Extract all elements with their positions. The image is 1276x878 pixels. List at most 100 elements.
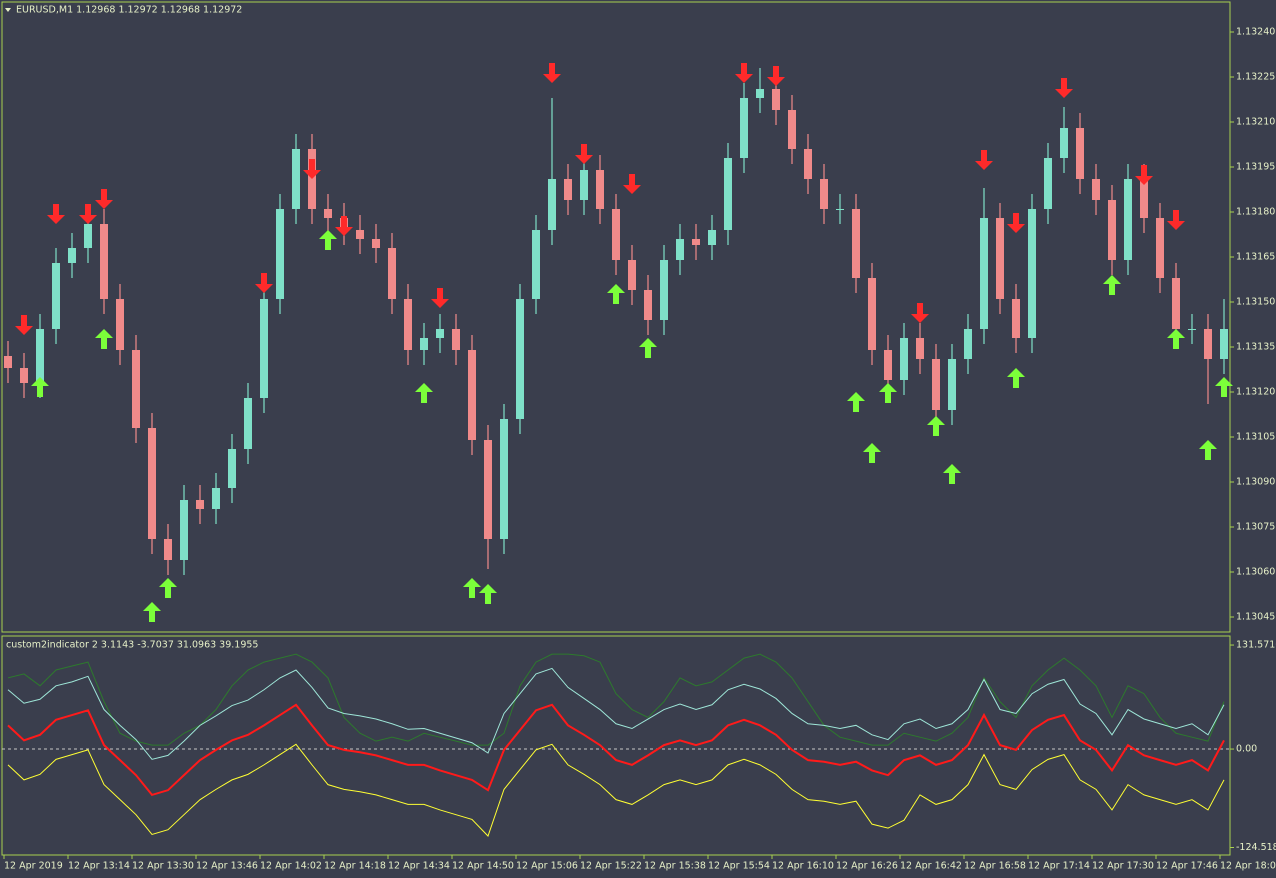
y-tick-label: 1.13060	[1236, 567, 1275, 578]
buy-arrow	[1167, 329, 1185, 349]
candle-body	[900, 338, 908, 380]
candle-body	[868, 278, 876, 350]
candle-body	[68, 248, 76, 263]
candle-body	[212, 488, 220, 509]
candle-body	[100, 224, 108, 299]
candle-body	[1044, 158, 1052, 209]
candle-body	[1060, 128, 1068, 158]
sell-arrow	[1135, 165, 1153, 185]
x-tick-label: 12 Apr 14:02	[260, 861, 322, 872]
candle-body	[1124, 179, 1132, 260]
x-tick-label: 12 Apr 15:38	[644, 861, 706, 872]
candle-body	[1140, 179, 1148, 218]
y-tick-label: 1.13045	[1236, 612, 1275, 623]
candle-body	[1092, 179, 1100, 200]
candle-body	[468, 350, 476, 440]
x-tick-label: 12 Apr 15:22	[580, 861, 642, 872]
x-tick-label: 12 Apr 16:10	[772, 861, 834, 872]
candle-body	[724, 158, 732, 230]
sell-arrow	[735, 63, 753, 83]
candle-body	[36, 329, 44, 383]
candle-body	[532, 230, 540, 299]
sell-arrow	[1007, 213, 1025, 233]
candle-body	[820, 179, 828, 209]
x-tick-label: 12 Apr 15:06	[516, 861, 578, 872]
sell-arrow	[1167, 210, 1185, 230]
y-tick-label: 1.13195	[1236, 162, 1275, 173]
indicator-line	[7, 703, 1225, 797]
buy-arrow	[1007, 368, 1025, 388]
candle-body	[564, 179, 572, 200]
y-tick-label: 1.13105	[1236, 432, 1275, 443]
y-tick-label: 1.13165	[1236, 252, 1275, 263]
candle-body	[660, 260, 668, 320]
candle-body	[116, 299, 124, 350]
candle-body	[1156, 218, 1164, 278]
buy-arrow	[863, 443, 881, 463]
buy-arrow	[1199, 440, 1217, 460]
candle-body	[596, 170, 604, 209]
candle-body	[692, 239, 700, 245]
candle-body	[948, 359, 956, 410]
indicator-line	[7, 743, 1225, 837]
buy-arrow	[95, 329, 113, 349]
sell-arrow	[335, 216, 353, 236]
candle-body	[980, 218, 988, 329]
x-tick-label: 12 Apr 18:02	[1220, 861, 1276, 872]
candle-body	[708, 230, 716, 245]
buy-arrow	[1103, 275, 1121, 295]
candle-body	[20, 368, 28, 383]
buy-arrow	[479, 584, 497, 604]
candle-body	[4, 356, 12, 368]
buy-arrow	[847, 392, 865, 412]
y-tick-label: 1.13180	[1236, 207, 1275, 218]
candle-body	[404, 299, 412, 350]
buy-arrow	[1215, 377, 1233, 397]
candle-body	[164, 539, 172, 560]
x-tick-label: 12 Apr 17:30	[1092, 861, 1154, 872]
candle-body	[548, 179, 556, 230]
x-tick-label: 12 Apr 15:54	[708, 861, 770, 872]
price-panel	[1, 1, 1231, 633]
sell-arrow	[303, 159, 321, 179]
sell-arrow	[975, 150, 993, 170]
candle-body	[932, 359, 940, 410]
buy-arrow	[415, 383, 433, 403]
candle-body	[244, 398, 252, 449]
indicator-line	[7, 667, 1225, 760]
candle-body	[1076, 128, 1084, 179]
x-tick-label: 12 Apr 14:50	[452, 861, 514, 872]
candle-body	[1012, 299, 1020, 338]
y-tick-label: 1.13090	[1236, 477, 1275, 488]
candle-body	[420, 338, 428, 350]
chart-title: EURUSD,M1 1.12968 1.12972 1.12968 1.1297…	[16, 5, 242, 16]
x-tick-label: 12 Apr 13:46	[196, 861, 258, 872]
indicator-panel	[1, 635, 1231, 856]
candle-body	[436, 329, 444, 338]
buy-arrow	[31, 377, 49, 397]
candle-body	[756, 89, 764, 98]
candle-body	[132, 350, 140, 428]
y-tick-label: 131.5716	[1236, 640, 1276, 651]
sell-arrow	[911, 303, 929, 323]
x-tick-label: 12 Apr 17:14	[1028, 861, 1090, 872]
x-tick-label: 12 Apr 13:14	[68, 861, 130, 872]
sell-arrow	[47, 204, 65, 224]
collapse-icon	[5, 8, 11, 12]
candle-body	[324, 209, 332, 218]
candle-body	[52, 263, 60, 329]
candle-body	[804, 149, 812, 179]
buy-arrow	[879, 383, 897, 403]
candle-body	[196, 500, 204, 509]
sell-arrow	[255, 273, 273, 293]
sell-arrow	[79, 204, 97, 224]
sell-arrow	[767, 66, 785, 86]
candle-body	[644, 290, 652, 320]
candle-body	[1204, 329, 1212, 359]
sell-arrow	[15, 315, 33, 335]
y-tick-label: 1.13240	[1236, 27, 1275, 38]
y-tick-label: 1.13135	[1236, 342, 1275, 353]
y-tick-label: -124.5185	[1236, 842, 1276, 853]
sell-arrow	[623, 174, 641, 194]
